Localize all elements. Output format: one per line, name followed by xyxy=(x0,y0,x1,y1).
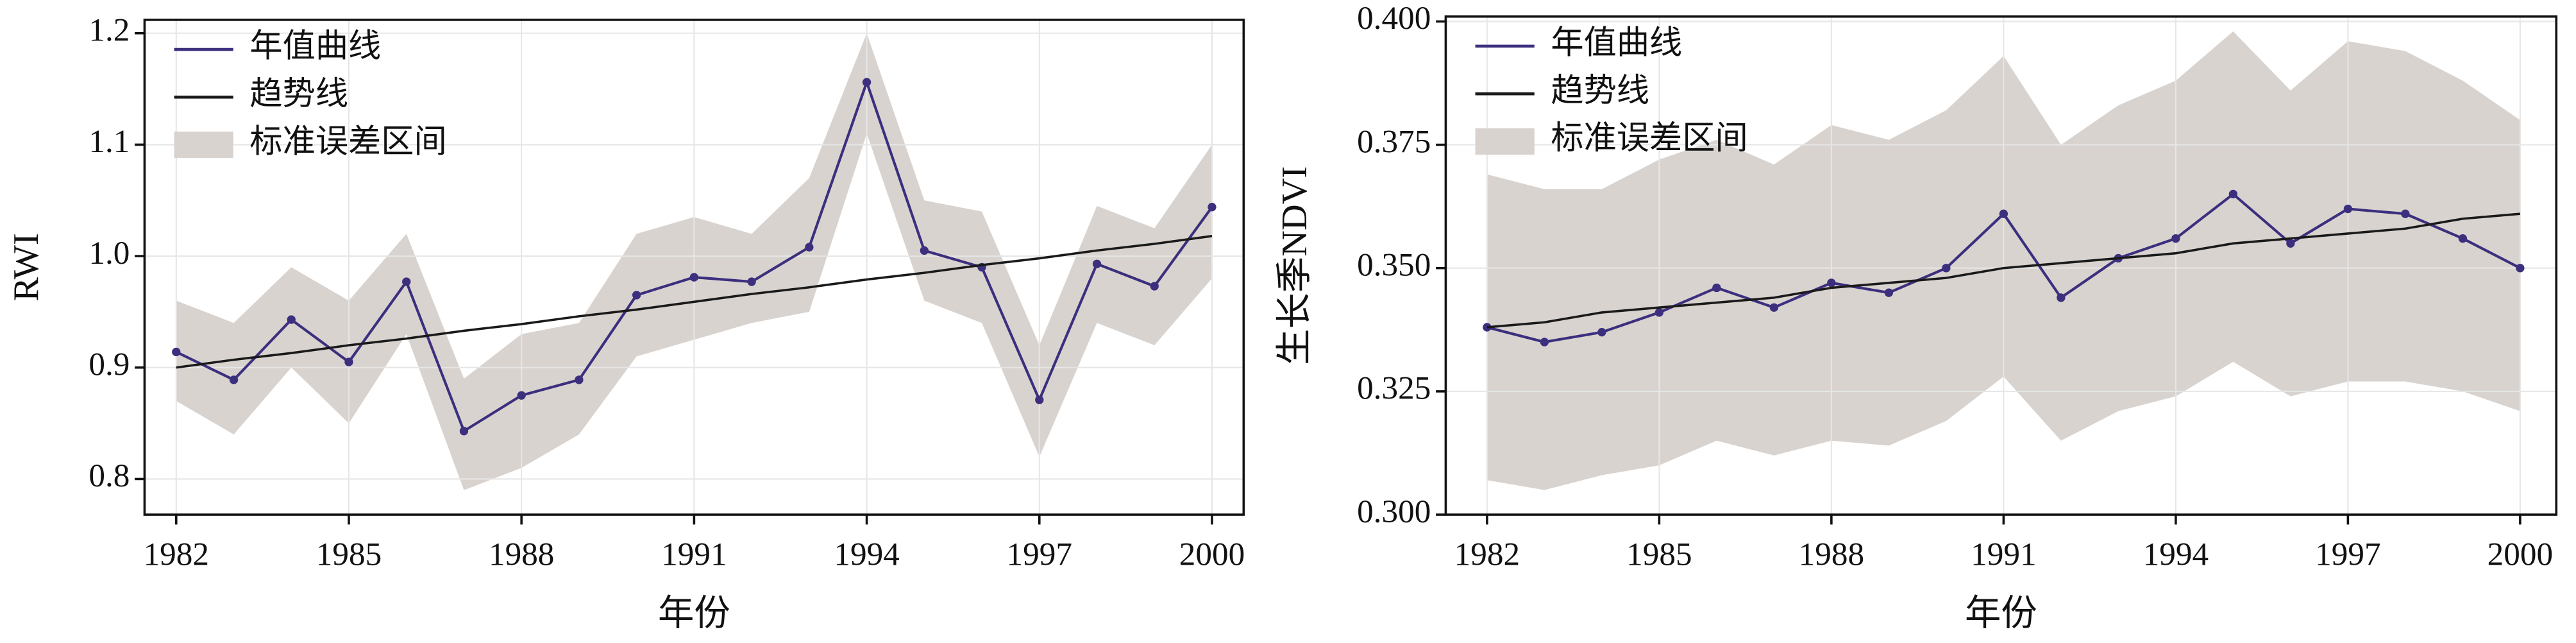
point xyxy=(2343,204,2353,214)
point xyxy=(747,277,756,286)
point xyxy=(2057,293,2066,302)
point xyxy=(2458,234,2468,243)
point xyxy=(1035,395,1044,404)
x-tick-label: 1991 xyxy=(661,536,727,572)
point xyxy=(1597,327,1606,337)
point xyxy=(862,78,871,87)
y-tick-label: 1.1 xyxy=(88,123,130,160)
x-axis-label: 年份 xyxy=(1965,594,2037,633)
y-tick-label: 1.2 xyxy=(88,12,130,48)
x-tick-label: 1994 xyxy=(834,536,899,572)
point xyxy=(1654,308,1664,317)
x-tick-label: 2000 xyxy=(2488,536,2553,572)
point xyxy=(1827,279,1836,287)
legend-label: 标准误差区间 xyxy=(249,123,446,160)
point xyxy=(1712,283,1721,293)
point xyxy=(2171,234,2180,243)
point xyxy=(344,357,353,366)
point xyxy=(402,277,411,286)
legend-swatch xyxy=(174,132,233,159)
y-tick-label: 0.9 xyxy=(88,347,130,383)
point xyxy=(805,243,814,252)
point xyxy=(517,391,526,400)
point xyxy=(1769,303,1779,312)
point xyxy=(287,315,296,324)
y-axis-label: RWI xyxy=(6,233,46,301)
y-tick-label: 1.0 xyxy=(88,235,130,271)
point xyxy=(1540,338,1549,347)
y-tick-label: 0.8 xyxy=(88,458,130,494)
point xyxy=(1208,203,1216,212)
point xyxy=(575,375,584,384)
series-line xyxy=(176,235,1213,369)
x-tick-label: 1982 xyxy=(1454,536,1520,572)
x-tick-label: 1994 xyxy=(2143,536,2209,572)
point xyxy=(229,375,239,384)
legend-swatch xyxy=(1475,128,1535,155)
x-tick-label: 2000 xyxy=(1179,536,1245,572)
point xyxy=(2516,264,2525,273)
point xyxy=(1884,288,1894,297)
x-tick-label: 1991 xyxy=(1971,536,2036,572)
point xyxy=(632,291,641,300)
x-axis-label: 年份 xyxy=(658,594,730,633)
x-tick-label: 1985 xyxy=(1626,536,1692,572)
y-axis-label: 生长季NDVI xyxy=(1275,166,1315,365)
x-tick-label: 1985 xyxy=(316,536,382,572)
legend-label: 年值曲线 xyxy=(249,28,381,65)
point xyxy=(1999,209,2008,218)
point xyxy=(459,427,469,436)
legend-label: 标准误差区间 xyxy=(1551,120,1747,157)
legend-label: 趋势线 xyxy=(249,76,348,112)
series-line xyxy=(1486,212,2521,329)
point xyxy=(1092,259,1102,268)
legend-label: 年值曲线 xyxy=(1551,25,1682,62)
x-tick-label: 1988 xyxy=(489,536,554,572)
plot-frame xyxy=(143,19,1245,516)
y-tick-label: 0.375 xyxy=(1357,123,1431,160)
point xyxy=(2286,239,2295,248)
x-tick-label: 1997 xyxy=(1007,536,1072,572)
plot-frame xyxy=(1444,15,2558,516)
point xyxy=(1942,264,1951,273)
point xyxy=(1150,282,1159,291)
y-tick-label: 0.300 xyxy=(1357,493,1431,530)
x-tick-label: 1982 xyxy=(144,536,209,572)
point xyxy=(920,246,929,255)
x-tick-label: 1988 xyxy=(1799,536,1864,572)
x-tick-label: 1997 xyxy=(2315,536,2380,572)
legend-label: 趋势线 xyxy=(1551,73,1649,109)
point xyxy=(2228,189,2238,199)
point xyxy=(689,273,699,282)
point xyxy=(172,347,181,357)
y-tick-label: 0.350 xyxy=(1357,246,1431,283)
y-tick-label: 0.325 xyxy=(1357,370,1431,407)
point xyxy=(2401,209,2410,218)
y-tick-label: 0.400 xyxy=(1357,0,1431,37)
